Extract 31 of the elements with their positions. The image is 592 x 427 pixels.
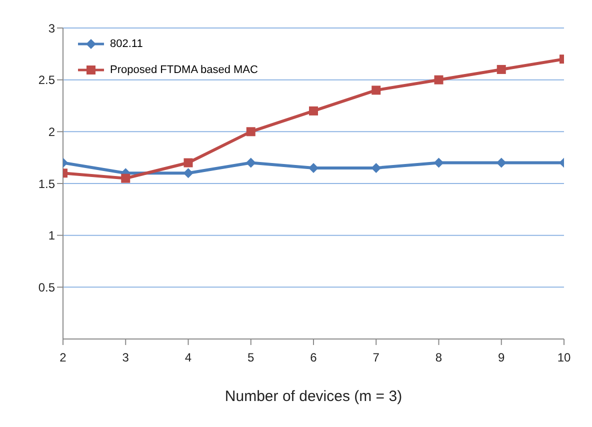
point [184, 158, 193, 168]
y-tick-label: 1 [48, 228, 56, 243]
point [434, 75, 444, 84]
x-tick-label: 5 [248, 350, 255, 365]
point [308, 162, 318, 173]
x-tick-label: 4 [184, 350, 192, 365]
point [246, 127, 256, 136]
x-tick-label: 2 [60, 350, 67, 365]
y-tick-label: 2.5 [38, 73, 56, 88]
x-tick-label: 9 [498, 350, 506, 365]
point [309, 106, 318, 116]
point [246, 158, 256, 168]
point [183, 168, 194, 178]
y-tick-label: 3 [48, 21, 56, 36]
point [434, 158, 444, 168]
x-tick-label: 8 [435, 350, 442, 365]
x-tick-label: 10 [557, 350, 571, 365]
point [496, 64, 506, 74]
point [121, 174, 130, 183]
x-tick-label: 7 [372, 350, 380, 365]
point [496, 158, 506, 168]
y-tick-label: 0.5 [38, 280, 56, 294]
x-tick-label: 3 [122, 350, 130, 365]
legend-label: 802.11 [110, 38, 143, 50]
y-tick-label: 2 [48, 124, 56, 139]
x-tick-label: 6 [310, 350, 318, 365]
point [371, 162, 382, 173]
x-axis-title: Number of devices (m = 3) [224, 388, 402, 405]
legend-label: Proposed FTDMA based MAC [110, 64, 258, 76]
y-tick-label: 1.5 [38, 176, 56, 191]
point [372, 86, 381, 95]
